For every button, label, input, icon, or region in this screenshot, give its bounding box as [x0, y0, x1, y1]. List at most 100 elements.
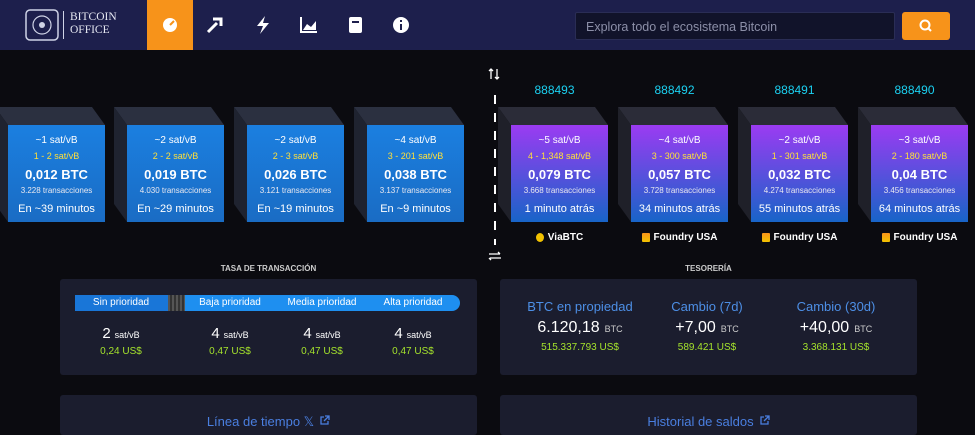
block-size: 0,026 BTC [264, 167, 327, 182]
link-text[interactable]: Línea de tiempo 𝕏 [206, 414, 315, 429]
fee-label: Alta prioridad [383, 297, 443, 308]
treasury-usd: 589.421 US$ [677, 342, 737, 353]
nav-graphs[interactable] [298, 14, 320, 36]
fee-rate: 4 sat/vB [180, 325, 280, 342]
nav-about[interactable] [390, 14, 412, 36]
fee-rate-value: 4 [394, 325, 403, 342]
balance-history-panel: Historial de saldos [500, 395, 917, 435]
nav-lightning[interactable] [252, 14, 274, 36]
block-fee-range: 2 - 3 sat/vB [272, 151, 319, 161]
block-fee: ~2 sat/vB [274, 135, 317, 146]
fee-rate: 4 sat/vB [272, 325, 372, 342]
fee-rate-unit: sat/vB [406, 330, 432, 340]
block-height[interactable]: 888491 [774, 83, 815, 97]
block-fee-range: 2 - 180 sat/vB [891, 151, 948, 161]
block-fee: ~2 sat/vB [778, 135, 821, 146]
treasury-label: Cambio (30d) [796, 299, 876, 314]
fees-panel: Sin prioridad 2 sat/vB 0,24 US$ Baja priorid… [60, 279, 477, 375]
blockchain-divider [488, 68, 501, 261]
search-placeholder: Explora todo el ecosistema Bitcoin [586, 20, 778, 34]
treasury-value: 6.120,18 BTC [510, 319, 650, 337]
treasury-amount: 6.120,18 [537, 319, 600, 336]
fee-usd: 0,47 US$ [392, 346, 434, 357]
block-time: 1 minuto atrás [524, 203, 595, 215]
fee-label: Baja prioridad [199, 297, 261, 308]
block-time: 55 minutos atrás [758, 203, 841, 215]
search-button[interactable] [902, 12, 950, 40]
fee-usd: 0,47 US$ [301, 346, 343, 357]
section-title: TASA DE TRANSACCIÓN [220, 264, 317, 273]
block-cube [234, 107, 344, 222]
nav-dashboard[interactable] [147, 0, 193, 50]
block-height[interactable]: 888490 [894, 83, 935, 97]
block-miner: Foundry USA [751, 232, 848, 243]
logo-divider [63, 11, 64, 39]
block-fee: ~4 sat/vB [658, 135, 701, 146]
block-miner: Foundry USA [871, 232, 968, 243]
miner-name: Foundry USA [653, 232, 718, 243]
block-transactions: 4.274 transacciones [763, 186, 836, 195]
treasury-label: Cambio (7d) [671, 299, 743, 314]
treasury-unit: BTC [604, 324, 623, 334]
panel-link[interactable]: Línea de tiempo 𝕏 [60, 414, 477, 430]
block-cube [498, 107, 608, 222]
block-time: En ~9 minutos [380, 203, 451, 215]
block-transactions: 3.728 transacciones [643, 186, 716, 195]
block-fee-range: 1 - 2 sat/vB [33, 151, 80, 161]
nav-mining[interactable] [204, 14, 226, 36]
brand-line: BITCOIN [70, 11, 117, 23]
nav-docs[interactable] [344, 14, 366, 36]
block-time: En ~39 minutos [18, 203, 95, 215]
block-height[interactable]: 888493 [534, 83, 575, 97]
block-cube [618, 107, 728, 222]
panel-link[interactable]: Historial de saldos [500, 414, 917, 429]
fee-rate-unit: sat/vB [114, 330, 140, 340]
fee-bar-gap [168, 295, 185, 311]
treasury-amount: +7,00 [675, 319, 716, 336]
treasury-unit: BTC [854, 324, 873, 334]
block-time: 34 minutos atrás [638, 203, 721, 215]
link-text[interactable]: Historial de saldos [647, 414, 754, 429]
block-cube [114, 107, 224, 222]
block-miner: ViaBTC [511, 232, 608, 243]
treasury-value: +40,00 BTC [766, 319, 906, 337]
block-fee: ~2 sat/vB [154, 135, 197, 146]
fee-rate: 4 sat/vB [363, 325, 463, 342]
external-link-icon [759, 415, 770, 425]
block-transactions: 3.456 transacciones [883, 186, 956, 195]
block-fee-range: 2 - 2 sat/vB [152, 151, 199, 161]
block-cube [354, 107, 464, 222]
block-fee-range: 4 - 1,348 sat/vB [527, 151, 592, 161]
block-time: En ~19 minutos [257, 203, 334, 215]
miner-icon [641, 233, 650, 242]
fee-rate: 2 sat/vB [71, 325, 171, 342]
miner-icon [535, 233, 544, 242]
block-size: 0,057 BTC [648, 167, 711, 182]
block-height[interactable]: 888492 [654, 83, 695, 97]
block-fee: ~3 sat/vB [898, 135, 941, 146]
block-size: 0,032 BTC [768, 167, 831, 182]
miner-name: ViaBTC [547, 232, 584, 243]
block-cube [858, 107, 968, 222]
timeline-panel: Línea de tiempo 𝕏 [60, 395, 477, 435]
block-transactions: 4.030 transacciones [139, 186, 212, 195]
fee-label: Media prioridad [287, 297, 357, 308]
block-cube [738, 107, 848, 222]
treasury-panel: BTC en propiedad 6.120,18 BTC 515.337.793 U… [500, 279, 917, 375]
miner-name: Foundry USA [893, 232, 958, 243]
fee-rate-unit: sat/vB [223, 330, 249, 340]
block-transactions: 3.121 transacciones [259, 186, 332, 195]
treasury-label: BTC en propiedad [527, 299, 633, 314]
block-size: 0,04 BTC [891, 167, 948, 182]
fee-rate-value: 4 [303, 325, 312, 342]
treasury-amount: +40,00 [799, 319, 850, 336]
block-fee: ~5 sat/vB [538, 135, 581, 146]
block-size: 0,012 BTC [25, 167, 88, 182]
block-size: 0,019 BTC [144, 167, 207, 182]
block-cube [0, 107, 105, 222]
search-input[interactable]: Explora todo el ecosistema Bitcoin [575, 12, 895, 40]
block-fee-range: 3 - 201 sat/vB [387, 151, 444, 161]
block-fee: ~1 sat/vB [35, 135, 78, 146]
fee-bar-segment [75, 295, 168, 311]
